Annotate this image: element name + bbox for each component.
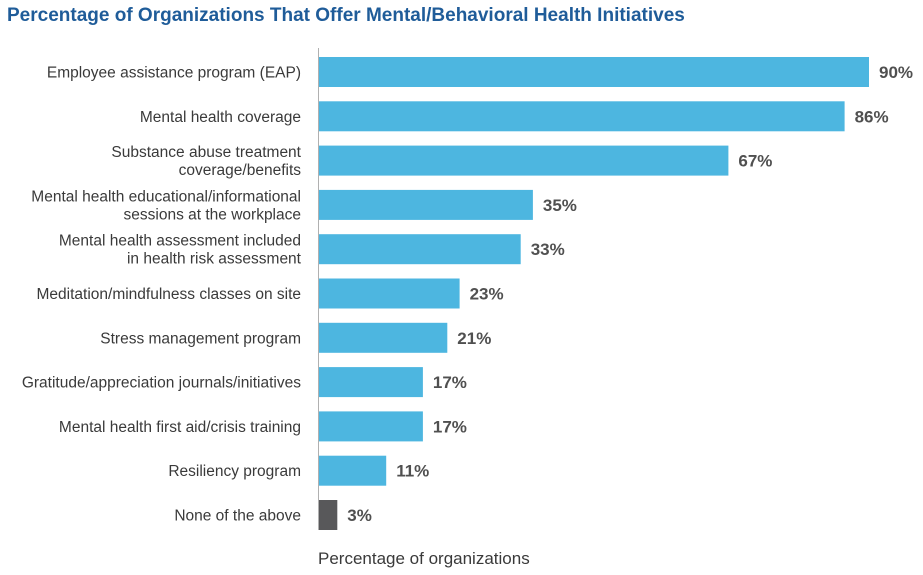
category-label-1-line-0: Mental health coverage	[140, 109, 301, 126]
bars-group: 90% Employee assistance program (EAP) 86% M…	[22, 57, 913, 530]
category-label-4-line-1: in health risk assessment	[127, 251, 302, 268]
category-label-2-line-0: Substance abuse treatment	[111, 144, 301, 161]
value-label-2: 67%	[738, 152, 772, 171]
x-axis-title: Percentage of organizations	[318, 549, 530, 568]
category-label-2-line-1: coverage/benefits	[179, 162, 302, 179]
category-label-9-line-0: Resiliency program	[168, 463, 301, 480]
chart-title: Percentage of Organizations That Offer M…	[7, 5, 685, 26]
value-label-1: 86%	[855, 107, 889, 126]
category-label-10-line-0: None of the above	[174, 508, 301, 525]
bar-3	[319, 189, 533, 220]
value-label-4: 33%	[531, 240, 565, 259]
bar-6	[319, 322, 448, 353]
bar-5	[319, 278, 460, 309]
bar-9	[319, 455, 387, 486]
value-label-0: 90%	[879, 63, 913, 82]
category-label-6-line-0: Stress management program	[100, 330, 301, 347]
bar-8	[319, 411, 423, 442]
value-label-10: 3%	[347, 506, 372, 525]
bar-0	[319, 57, 869, 87]
category-label-7-line-0: Gratitude/appreciation journals/initiati…	[22, 375, 301, 392]
category-label-4-line-0: Mental health assessment included	[59, 233, 301, 250]
category-label-0-line-0: Employee assistance program (EAP)	[47, 65, 301, 82]
bar-1	[319, 101, 845, 132]
bar-2	[319, 145, 729, 176]
bar-10	[319, 500, 338, 530]
bar-4	[319, 234, 521, 265]
category-label-5-line-0: Meditation/mindfulness classes on site	[37, 286, 302, 303]
category-label-8-line-0: Mental health first aid/crisis training	[59, 419, 301, 436]
bar-7	[319, 367, 423, 398]
value-label-9: 11%	[396, 462, 429, 481]
category-label-3-line-1: sessions at the workplace	[124, 206, 301, 223]
value-label-8: 17%	[433, 417, 467, 436]
value-label-3: 35%	[543, 196, 577, 215]
value-label-7: 17%	[433, 373, 467, 392]
value-label-6: 21%	[457, 329, 491, 348]
value-label-5: 23%	[470, 285, 504, 304]
category-label-3-line-0: Mental health educational/informational	[31, 188, 301, 205]
